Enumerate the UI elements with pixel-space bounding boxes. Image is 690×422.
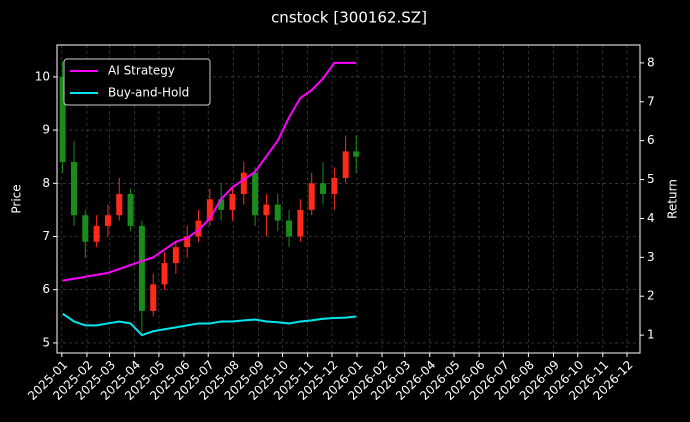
- line-series: [62, 61, 357, 282]
- legend-label: Buy-and-Hold: [108, 86, 189, 100]
- y-tick-label: 8: [42, 176, 50, 190]
- candle-body: [286, 220, 293, 237]
- candle-body: [331, 177, 338, 194]
- legend-label: AI Strategy: [108, 64, 175, 78]
- candle-body: [116, 193, 123, 216]
- y2-axis-label: Return: [666, 179, 680, 219]
- legend-box: [63, 58, 211, 106]
- y-tick-label: 10: [35, 69, 50, 83]
- candle-body: [138, 225, 145, 311]
- candle-body: [82, 215, 89, 242]
- candle-body: [263, 204, 270, 216]
- candle-body: [104, 215, 111, 226]
- y-axis-label: Price: [10, 184, 24, 213]
- y2-tick-label: 2: [647, 289, 655, 303]
- y2-tick-label: 7: [647, 94, 655, 108]
- candle-body: [240, 172, 247, 194]
- candle-body: [353, 151, 360, 157]
- candle-body: [195, 220, 202, 237]
- candle-body: [297, 209, 304, 237]
- legend: AI Strategy Buy-and-Hold: [63, 58, 211, 106]
- line-series: [62, 312, 357, 337]
- candle-body: [172, 247, 179, 264]
- candle-body: [59, 76, 66, 163]
- candle-body: [184, 236, 191, 248]
- candle-body: [342, 151, 349, 178]
- y2-tick-label: 5: [647, 172, 655, 186]
- y-tick-label: 6: [42, 282, 50, 296]
- y2-tick-label: 8: [647, 55, 655, 69]
- chart-title: cnstock [300162.SZ]: [271, 9, 427, 27]
- y-tick-label: 7: [42, 229, 50, 243]
- candle-body: [93, 225, 100, 242]
- y2-tick-label: 3: [647, 250, 655, 264]
- candle-body: [206, 199, 213, 221]
- candle-body: [161, 263, 168, 285]
- plot-frame: [56, 44, 641, 354]
- candle-body: [320, 183, 327, 194]
- candle-body: [274, 204, 281, 221]
- candle-body: [308, 183, 315, 210]
- candle-body: [218, 199, 225, 210]
- y2-tick-label: 4: [647, 211, 655, 225]
- y2-tick-label: 1: [647, 328, 655, 342]
- candle-body: [70, 162, 77, 216]
- y-tick-label: 9: [42, 123, 50, 137]
- y-tick-label: 5: [42, 335, 50, 349]
- candle-body: [252, 172, 259, 216]
- y2-tick-label: 6: [647, 133, 655, 147]
- candle-body: [229, 193, 236, 210]
- candle-body: [150, 284, 157, 311]
- candle-body: [127, 193, 134, 226]
